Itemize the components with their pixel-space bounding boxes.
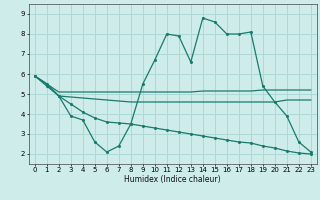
X-axis label: Humidex (Indice chaleur): Humidex (Indice chaleur) <box>124 175 221 184</box>
